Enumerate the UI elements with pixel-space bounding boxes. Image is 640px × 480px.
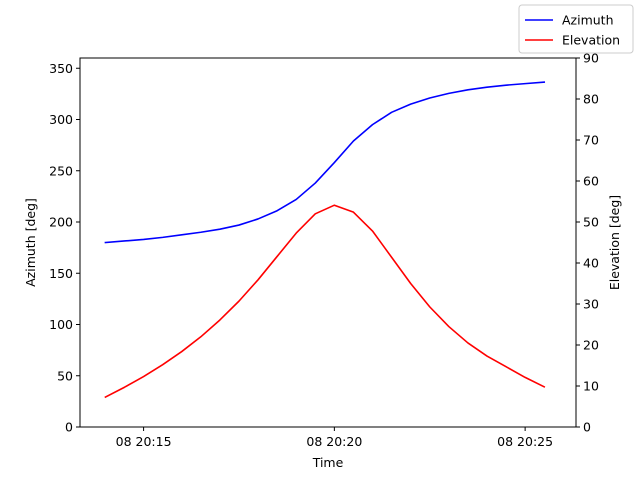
- x-tick-label: 08 20:20: [306, 434, 362, 449]
- x-axis-label: Time: [312, 455, 344, 470]
- y-left-tick-label: 0: [65, 420, 73, 435]
- y-left-tick-label: 150: [49, 266, 73, 281]
- y-right-tick-label: 90: [583, 51, 599, 66]
- y-left-tick-label: 50: [57, 368, 73, 383]
- y-right-tick-label: 40: [583, 256, 599, 271]
- y-axis-left: 0 50 100 150 200 250 300 350: [49, 61, 80, 435]
- y-axis-right: 0 10 20 30 40 50 60 70 80 90: [576, 51, 599, 435]
- legend-label-elevation: Elevation: [562, 33, 620, 48]
- y-axis-right-label: Elevation [deg]: [607, 195, 622, 290]
- x-tick-label: 08 20:25: [497, 434, 553, 449]
- y-right-tick-label: 0: [583, 420, 591, 435]
- plot-area: [104, 81, 546, 399]
- y-left-tick-label: 350: [49, 61, 73, 76]
- plot-frame: [79, 57, 577, 428]
- y-left-tick-label: 300: [49, 112, 73, 127]
- y-axis-left-label: Azimuth [deg]: [23, 198, 38, 287]
- legend: Azimuth Elevation: [518, 4, 634, 54]
- y-left-tick-label: 200: [49, 215, 73, 230]
- y-right-tick-label: 80: [583, 92, 599, 107]
- y-left-tick-label: 100: [49, 317, 73, 332]
- x-tick-label: 08 20:15: [116, 434, 172, 449]
- y-left-tick-label: 250: [49, 163, 73, 178]
- y-right-tick-label: 50: [583, 215, 599, 230]
- y-right-tick-label: 20: [583, 338, 599, 353]
- legend-box: [518, 4, 634, 54]
- y-right-tick-label: 30: [583, 297, 599, 312]
- series-line-azimuth: [104, 81, 546, 244]
- y-right-tick-label: 70: [583, 133, 599, 148]
- y-right-tick-label: 10: [583, 379, 599, 394]
- series-line-elevation: [104, 204, 546, 399]
- y-right-tick-label: 60: [583, 174, 599, 189]
- legend-label-azimuth: Azimuth: [562, 13, 614, 28]
- x-axis: 08 20:15 08 20:20 08 20:25: [116, 427, 553, 449]
